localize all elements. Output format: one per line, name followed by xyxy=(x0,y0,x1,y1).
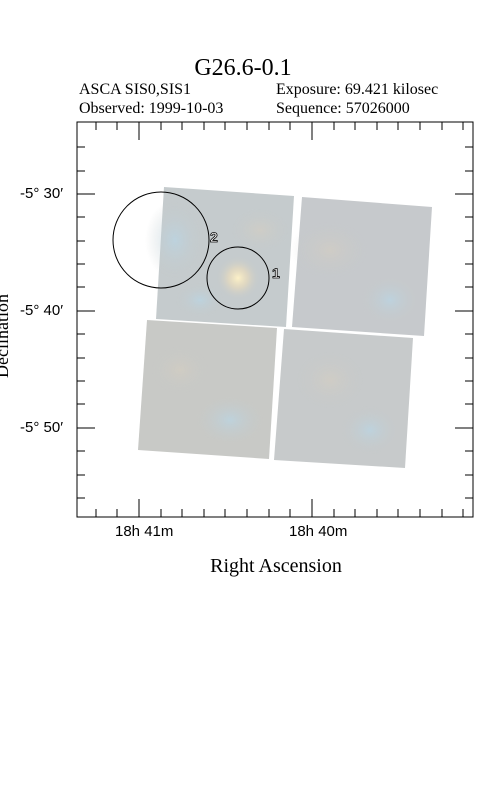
region-label-1: 1 xyxy=(272,265,280,281)
x-tick-label: 18h 40m xyxy=(289,523,348,540)
x-tick-label: 18h 41m xyxy=(115,523,174,540)
region-circle-2 xyxy=(112,191,210,289)
plot-title: G26.6-0.1 xyxy=(194,55,292,81)
sequence-label: Sequence: 57026000 xyxy=(276,100,410,117)
y-tick-label: -5° 30′ xyxy=(20,185,64,202)
emission-texture xyxy=(145,200,420,455)
y-tick-label: -5° 50′ xyxy=(20,419,64,436)
x-axis-label: Right Ascension xyxy=(210,555,342,577)
plot-frame xyxy=(76,121,474,518)
y-axis-label: Declination xyxy=(0,294,12,378)
exposure-label: Exposure: 69.421 kilosec xyxy=(276,81,439,98)
tick-marks xyxy=(77,122,473,517)
y-tick-label: -5° 40′ xyxy=(20,302,64,319)
observed-label: Observed: 1999-10-03 xyxy=(79,100,224,117)
bright-source xyxy=(216,256,260,300)
instrument-label: ASCA SIS0,SIS1 xyxy=(79,81,192,98)
region-label-2: 2 xyxy=(210,229,218,245)
region-circle-1 xyxy=(206,246,270,310)
